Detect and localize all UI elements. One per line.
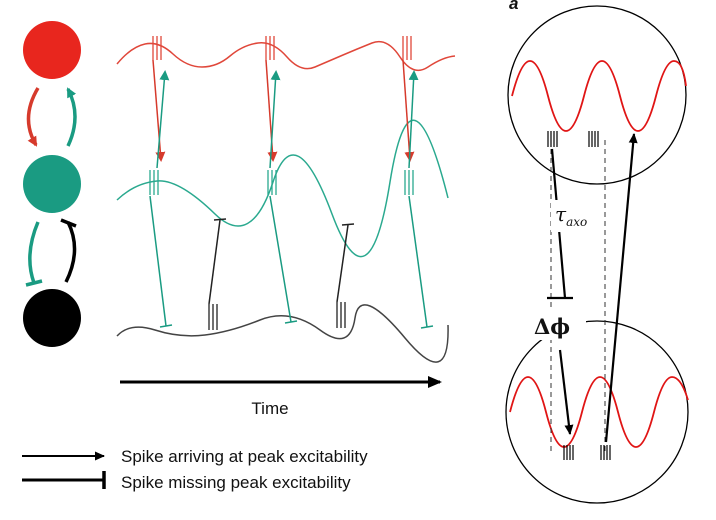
upper-circle <box>507 5 687 185</box>
teal-to-red-spike-arrows <box>156 70 419 169</box>
phase-label-backdrop <box>530 310 586 340</box>
phase-arrow <box>558 349 574 435</box>
upper-spike-ticks <box>547 131 599 147</box>
black-to-teal-inhibition <box>64 221 77 283</box>
teal-to-red-arrow <box>66 87 77 147</box>
legend-arrow-text: Spike arriving at peak excitability <box>121 447 368 466</box>
teal-population-circle <box>23 155 81 213</box>
delay-subscript: axo <box>566 215 587 229</box>
red-trace <box>116 40 456 72</box>
left-panel: Time Spike arriving at peak excitability… <box>22 21 456 492</box>
teal-trace <box>116 119 449 258</box>
legend-bar-text: Spike missing peak excitability <box>121 473 351 492</box>
red-population-circle <box>23 21 81 79</box>
lower-spike-ticks <box>563 445 611 460</box>
red-to-teal-spike-arrows <box>152 59 415 162</box>
delay-label-backdrop <box>551 200 601 232</box>
black-to-teal-spike-bars <box>208 218 355 305</box>
lower-circle <box>505 320 689 504</box>
panel-letter: a <box>509 0 518 13</box>
teal-to-black-spike-bars <box>149 195 434 329</box>
red-to-teal-arrow <box>26 87 40 147</box>
feedback-arrow <box>604 133 638 443</box>
black-inhibition-bar <box>60 218 77 228</box>
teal-spike-bursts <box>149 170 414 195</box>
phase-label: Δϕ <box>534 314 570 339</box>
black-trace <box>116 304 449 363</box>
legend: Spike arriving at peak excitability Spik… <box>22 447 368 492</box>
delay-label: τaxo <box>555 202 587 229</box>
lower-red-wave <box>509 376 689 448</box>
teal-to-black-inhibition <box>28 221 40 284</box>
upper-red-wave <box>511 60 687 132</box>
black-population-circle <box>23 289 81 347</box>
black-spike-bursts <box>208 302 346 330</box>
teal-inhibition-bar <box>25 279 43 287</box>
right-panel: a τaxo Δϕ <box>505 0 689 504</box>
red-spike-bursts <box>152 36 412 60</box>
time-label: Time <box>251 399 288 418</box>
